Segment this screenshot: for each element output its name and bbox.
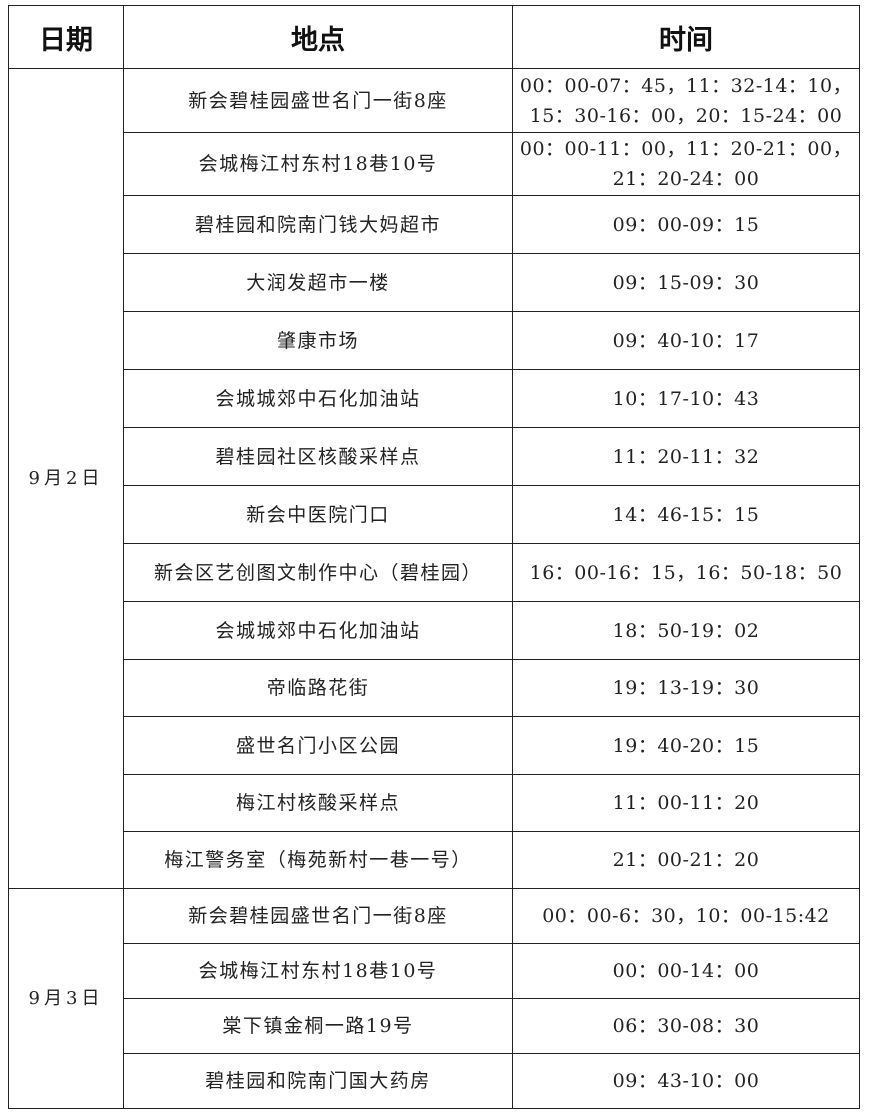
header-place: 地点 — [123, 5, 513, 69]
itinerary-table: 日期 地点 时间 9月2日 新会碧桂园盛世名门一街8座 00：00-07：45，11… — [8, 5, 860, 1109]
place-cell: 梅江警务室（梅苑新村一巷一号） — [123, 831, 513, 889]
place-cell: 梅江村核酸采样点 — [123, 774, 513, 832]
time-cell: 09：15-09：30 — [512, 253, 860, 312]
table-row: 肇康市场 09：40-10：17 — [9, 311, 860, 370]
time-cell: 09：00-09：15 — [512, 195, 860, 254]
table-row: 碧桂园社区核酸采样点 11：20-11：32 — [9, 427, 860, 486]
time-cell: 21：00-21：20 — [512, 831, 860, 889]
place-cell: 盛世名门小区公园 — [123, 716, 513, 775]
place-cell: 会城梅江村东村18巷10号 — [123, 132, 513, 196]
place-cell: 碧桂园和院南门钱大妈超市 — [123, 195, 513, 254]
place-cell: 新会碧桂园盛世名门一街8座 — [123, 68, 513, 133]
time-cell: 18：50-19：02 — [512, 601, 860, 660]
time-cell: 09：43-10：00 — [512, 1053, 860, 1109]
place-cell: 大润发超市一楼 — [123, 253, 513, 312]
place-cell: 会城梅江村东村18巷10号 — [123, 943, 513, 999]
place-cell: 帝临路花街 — [123, 659, 513, 717]
table-row: 碧桂园和院南门钱大妈超市 09：00-09：15 — [9, 195, 860, 254]
place-cell: 会城城郊中石化加油站 — [123, 601, 513, 660]
place-cell: 肇康市场 — [123, 311, 513, 370]
table-row: 会城梅江村东村18巷10号 00：00-11：00，11：20-21：00，21：… — [9, 132, 860, 196]
date-cell: 9月3日 — [8, 888, 124, 1109]
time-cell: 09：40-10：17 — [512, 311, 860, 370]
time-cell: 00：00-6：30，10：00-15:42 — [512, 888, 860, 944]
date-cell: 9月2日 — [8, 68, 124, 889]
place-cell: 新会碧桂园盛世名门一街8座 — [123, 888, 513, 944]
time-cell: 10：17-10：43 — [512, 369, 860, 428]
table-row: 梅江村核酸采样点 11：00-11：20 — [9, 774, 860, 832]
place-cell: 新会区艺创图文制作中心（碧桂园） — [123, 543, 513, 602]
place-cell: 碧桂园社区核酸采样点 — [123, 427, 513, 486]
header-time: 时间 — [512, 5, 860, 69]
table-row: 盛世名门小区公园 19：40-20：15 — [9, 716, 860, 775]
time-cell: 06：30-08：30 — [512, 998, 860, 1054]
time-cell: 19：13-19：30 — [512, 659, 860, 717]
header-row: 日期 地点 时间 — [8, 5, 860, 69]
table-row: 新会区艺创图文制作中心（碧桂园） 16：00-16：15，16：50-18：50 — [9, 543, 860, 602]
place-cell: 碧桂园和院南门国大药房 — [123, 1053, 513, 1109]
table-row: 会城城郊中石化加油站 18：50-19：02 — [9, 601, 860, 660]
place-cell: 棠下镇金桐一路19号 — [123, 998, 513, 1054]
time-cell: 00：00-14：00 — [512, 943, 860, 999]
time-cell: 00：00-07：45，11：32-14：10，15：30-16：00，20：1… — [512, 68, 860, 133]
table-row: 9月2日 新会碧桂园盛世名门一街8座 00：00-07：45，11：32-14：10… — [8, 68, 860, 889]
time-cell: 14：46-15：15 — [512, 485, 860, 544]
table-row: 会城梅江村东村18巷10号 00：00-14：00 — [9, 943, 860, 999]
time-cell: 00：00-11：00，11：20-21：00，21：20-24：00 — [512, 132, 860, 196]
table-row: 棠下镇金桐一路19号 06：30-08：30 — [9, 998, 860, 1054]
time-cell: 11：00-11：20 — [512, 774, 860, 832]
table-row: 梅江警务室（梅苑新村一巷一号） 21：00-21：20 — [9, 831, 860, 889]
header-date: 日期 — [8, 5, 124, 69]
table-row: 大润发超市一楼 09：15-09：30 — [9, 253, 860, 312]
table-row: 会城城郊中石化加油站 10：17-10：43 — [9, 369, 860, 428]
time-cell: 19：40-20：15 — [512, 716, 860, 775]
table-row: 9月3日 新会碧桂园盛世名门一街8座 00：00-6：30，10：00-15:42 — [8, 888, 860, 1109]
time-cell: 11：20-11：32 — [512, 427, 860, 486]
time-cell: 16：00-16：15，16：50-18：50 — [512, 543, 860, 602]
place-cell: 会城城郊中石化加油站 — [123, 369, 513, 428]
table-row: 新会中医院门口 14：46-15：15 — [9, 485, 860, 544]
table-row: 碧桂园和院南门国大药房 09：43-10：00 — [9, 1053, 860, 1109]
table-row: 帝临路花街 19：13-19：30 — [9, 659, 860, 717]
place-cell: 新会中医院门口 — [123, 485, 513, 544]
